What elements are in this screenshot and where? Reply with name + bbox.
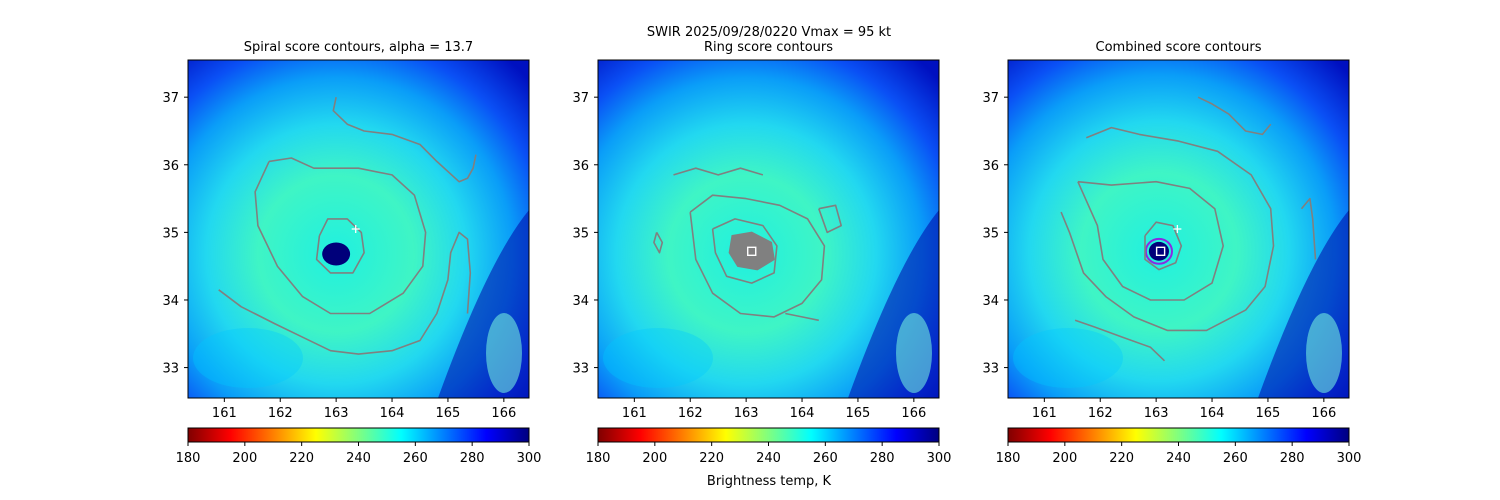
colorbar-tick-label: 300 <box>1337 451 1362 466</box>
panel-title: Combined score contours <box>1096 40 1262 55</box>
colorbar <box>1007 427 1350 443</box>
colorbar-tick-label: 220 <box>1109 451 1134 466</box>
axes-frame <box>1007 59 1350 399</box>
x-tick-label: 162 <box>1088 406 1113 421</box>
score-contour <box>1077 180 1224 301</box>
y-tick-label: 37 <box>982 91 999 106</box>
colorbar-tick-label: 260 <box>403 451 428 466</box>
y-tick-label: 33 <box>162 362 179 377</box>
colorbar-tick-label: 240 <box>346 451 371 466</box>
x-tick-label: 165 <box>1256 406 1281 421</box>
colorbar-tick-label: 180 <box>586 451 611 466</box>
panel-1: Spiral score contours, alpha = 13.7 161 16… <box>162 40 541 466</box>
colorbar-tick-label: 260 <box>813 451 838 466</box>
y-tick-label: 37 <box>162 91 179 106</box>
colorbar-tick-label: 180 <box>996 451 1021 466</box>
colorbar-tick-label: 300 <box>927 451 952 466</box>
y-tick-label: 36 <box>162 159 179 174</box>
x-tick-label: 163 <box>734 406 759 421</box>
y-tick-label: 35 <box>162 226 179 241</box>
colorbar-tick-label: 240 <box>1166 451 1191 466</box>
score-contour <box>218 231 472 355</box>
x-tick-label: 166 <box>901 406 926 421</box>
colorbar-tick-label: 200 <box>232 451 257 466</box>
y-tick-label: 33 <box>982 362 999 377</box>
axes-frame <box>597 59 940 399</box>
satellite-image <box>598 60 939 398</box>
panel-title: Ring score contours <box>704 40 833 55</box>
x-tick-label: 162 <box>268 406 293 421</box>
score-contour <box>1144 221 1183 271</box>
satellite-image <box>188 60 529 398</box>
score-contour <box>711 218 778 284</box>
y-tick-label: 37 <box>572 91 589 106</box>
score-contour <box>1300 197 1317 260</box>
x-tick-label: 161 <box>212 406 237 421</box>
panels-group: Spiral score contours, alpha = 13.7 161 16… <box>162 40 1361 466</box>
score-contour <box>785 312 819 322</box>
center-plus-marker <box>351 225 360 233</box>
x-tick-label: 164 <box>790 406 815 421</box>
score-contour <box>653 232 664 254</box>
x-tick-label: 166 <box>491 406 516 421</box>
score-contour <box>254 157 427 315</box>
eye-ring <box>1144 237 1173 265</box>
x-tick-label: 163 <box>1144 406 1169 421</box>
colorbar-tick-label: 260 <box>1223 451 1248 466</box>
panel-3: Combined score contours 161 162 163 164 165 16… <box>982 40 1361 466</box>
colorbar-label: Brightness temp, K <box>707 474 832 489</box>
colorbar <box>187 427 530 443</box>
center-plus-marker <box>1173 225 1182 233</box>
center-square-marker <box>1155 246 1166 257</box>
x-tick-label: 165 <box>436 406 461 421</box>
y-tick-label: 34 <box>572 294 589 309</box>
axes-frame <box>187 59 530 399</box>
colorbar-tick-label: 200 <box>1052 451 1077 466</box>
score-contour <box>818 204 842 234</box>
x-tick-label: 164 <box>1200 406 1225 421</box>
colorbar-tick-label: 240 <box>756 451 781 466</box>
x-tick-label: 161 <box>1032 406 1057 421</box>
x-tick-label: 165 <box>846 406 871 421</box>
score-contour <box>332 97 477 183</box>
colorbar-tick-label: 200 <box>642 451 667 466</box>
eye-region <box>322 242 351 266</box>
colorbar <box>597 427 940 443</box>
y-tick-label: 34 <box>982 294 999 309</box>
score-contour <box>1060 126 1275 332</box>
y-tick-label: 35 <box>982 226 999 241</box>
eye-region <box>1148 241 1169 261</box>
score-contour <box>1197 96 1272 136</box>
colorbar-tick-label: 280 <box>460 451 485 466</box>
panel-title: Spiral score contours, alpha = 13.7 <box>244 40 473 55</box>
panel-2: Ring score contours 161 162 163 164 165 166 33 3… <box>572 40 951 466</box>
score-contour <box>315 218 365 274</box>
y-tick-label: 35 <box>572 226 589 241</box>
x-tick-label: 162 <box>678 406 703 421</box>
center-square-marker <box>747 246 757 257</box>
x-tick-label: 163 <box>324 406 349 421</box>
x-tick-label: 166 <box>1311 406 1336 421</box>
colorbar-tick-label: 180 <box>176 451 201 466</box>
figure-suptitle: SWIR 2025/09/28/0220 Vmax = 95 kt <box>647 25 891 40</box>
colorbar-tick-label: 280 <box>870 451 895 466</box>
y-tick-label: 34 <box>162 294 179 309</box>
x-tick-label: 161 <box>622 406 647 421</box>
colorbar-tick-label: 220 <box>289 451 314 466</box>
colorbar-tick-label: 280 <box>1280 451 1305 466</box>
filled-contour <box>728 231 775 271</box>
colorbar-tick-label: 220 <box>699 451 724 466</box>
score-contour <box>673 167 764 176</box>
colorbar-tick-label: 300 <box>517 451 542 466</box>
score-contour <box>689 194 826 318</box>
y-tick-label: 36 <box>572 159 589 174</box>
x-tick-label: 164 <box>380 406 405 421</box>
score-contour <box>1074 319 1166 362</box>
y-tick-label: 36 <box>982 159 999 174</box>
y-tick-label: 33 <box>572 362 589 377</box>
